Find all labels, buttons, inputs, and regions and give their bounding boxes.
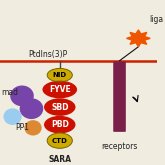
Polygon shape [127,30,150,47]
Text: PP1: PP1 [16,123,30,132]
Text: PBD: PBD [51,120,69,129]
Ellipse shape [44,98,76,116]
Text: NID: NID [53,72,67,78]
Ellipse shape [24,120,42,135]
Ellipse shape [10,85,34,106]
Ellipse shape [47,133,72,148]
Text: liga: liga [149,15,164,24]
Text: PtdIns(3)P: PtdIns(3)P [28,50,67,59]
Text: receptors: receptors [101,142,138,151]
Text: mad: mad [2,88,19,97]
Text: FYVE: FYVE [49,85,71,94]
FancyBboxPatch shape [113,62,126,132]
Text: SARA: SARA [48,155,71,164]
Text: SBD: SBD [51,103,68,112]
Ellipse shape [42,81,77,98]
Ellipse shape [20,98,43,119]
Ellipse shape [47,68,72,82]
Ellipse shape [3,108,22,125]
Ellipse shape [44,116,76,133]
Text: CTD: CTD [52,138,68,144]
